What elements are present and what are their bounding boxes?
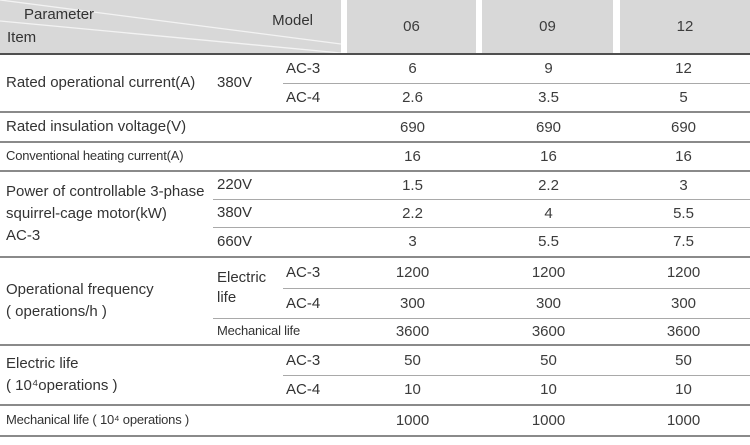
value-cell: 12 xyxy=(675,60,692,78)
life-type-label: Electric life xyxy=(213,256,283,318)
param-label: Electric life ( 10⁴operations ) xyxy=(0,344,283,405)
param-label: Rated operational current(A) xyxy=(6,74,196,92)
value-cell: 3 xyxy=(617,170,750,199)
diagonal-split-lines xyxy=(0,0,341,53)
header-gap xyxy=(476,0,482,53)
value-cell: 1.5 xyxy=(345,170,480,199)
table-row: Mechanical life ( 10⁴ operations ) 1000 … xyxy=(0,404,750,436)
header-parameter-label: Parameter xyxy=(24,6,95,23)
voltage-label: 380V xyxy=(213,198,345,227)
table-row: AC-4 2.6 3.5 5 xyxy=(0,82,750,112)
param-label: Operational frequency ( operations/h ) xyxy=(0,256,213,345)
table-row: Rated insulation voltage(V) 690 690 690 xyxy=(0,111,750,142)
value-cell: 6 xyxy=(408,60,417,78)
value-cell: 1000 xyxy=(345,404,480,436)
param-label: Rated insulation voltage(V) xyxy=(0,111,345,142)
table-row: Electric life ( 10⁴operations ) AC-3 50 … xyxy=(0,344,750,405)
value-cell: 50 xyxy=(345,344,480,375)
header-model-12: 12 xyxy=(620,0,750,53)
value-cell: 10 xyxy=(617,374,750,405)
value-cell: 1200 xyxy=(480,256,617,288)
value-cell: 5 xyxy=(617,82,750,112)
table-row: Mechanical life 3600 3600 3600 xyxy=(0,317,750,345)
value-cell: 4 xyxy=(480,198,617,227)
value-cell: 16 xyxy=(345,141,480,171)
value-cell: 5.5 xyxy=(480,226,617,257)
table-row: Conventional heating current(A) 16 16 16 xyxy=(0,141,750,171)
value-cell: 3600 xyxy=(617,317,750,345)
header-corner-cell: Parameter Item Model xyxy=(0,0,341,53)
value-cell: 2.2 xyxy=(345,198,480,227)
category-label: AC-4 xyxy=(283,374,345,405)
category-label: AC-4 xyxy=(283,82,345,112)
value-cell: 2.6 xyxy=(345,82,480,112)
value-cell: 1200 xyxy=(345,256,480,288)
value-cell: 7.5 xyxy=(617,226,750,257)
value-cell: 10 xyxy=(480,374,617,405)
header-item-label: Item xyxy=(7,29,37,46)
voltage-label: 660V xyxy=(213,226,345,257)
category-label: AC-3 xyxy=(286,60,321,78)
value-cell: 10 xyxy=(345,374,480,405)
value-cell: 2.2 xyxy=(480,170,617,199)
value-cell: 50 xyxy=(617,344,750,375)
table-row: 380V 2.2 4 5.5 xyxy=(0,198,750,227)
param-label: Power of controllable 3-phase squirrel-c… xyxy=(0,170,213,257)
value-cell: 690 xyxy=(345,111,480,142)
value-cell: 3 xyxy=(345,226,480,257)
category-label: AC-4 xyxy=(283,287,345,318)
value-cell: 1200 xyxy=(617,256,750,288)
param-label: Conventional heating current(A) xyxy=(0,141,345,171)
value-cell: 3.5 xyxy=(480,82,617,112)
value-cell: 300 xyxy=(345,287,480,318)
spec-table-body: Rated operational current(A) 380V AC-3 6… xyxy=(0,55,750,437)
value-cell: 300 xyxy=(617,287,750,318)
param-label: Mechanical life ( 10⁴ operations ) xyxy=(0,404,345,436)
value-cell: 50 xyxy=(480,344,617,375)
life-type-label: Mechanical life xyxy=(213,317,345,345)
header-model-06: 06 xyxy=(347,0,476,53)
header-gap xyxy=(341,0,347,53)
header-gap xyxy=(613,0,620,53)
header-model-09: 09 xyxy=(482,0,613,53)
table-row: AC-4 10 10 10 xyxy=(0,374,750,405)
table-header: Parameter Item Model 06 09 12 xyxy=(0,0,750,55)
value-cell: 1000 xyxy=(480,404,617,436)
header-model-label: Model xyxy=(272,12,313,29)
value-cell: 690 xyxy=(480,111,617,142)
value-cell: 16 xyxy=(480,141,617,171)
category-label: AC-3 xyxy=(283,344,345,375)
value-cell: 3600 xyxy=(345,317,480,345)
category-label: AC-3 xyxy=(283,256,345,288)
table-row: 660V 3 5.5 7.5 xyxy=(0,226,750,257)
value-cell: 1000 xyxy=(617,404,750,436)
value-cell: 9 xyxy=(544,60,553,78)
table-row: Operational frequency ( operations/h ) E… xyxy=(0,256,750,345)
table-row: Rated operational current(A) 380V AC-3 6… xyxy=(0,55,750,91)
value-cell: 690 xyxy=(617,111,750,142)
value-cell: 300 xyxy=(480,287,617,318)
voltage-label: 380V xyxy=(217,73,253,91)
value-cell: 3600 xyxy=(480,317,617,345)
value-cell: 16 xyxy=(617,141,750,171)
value-cell: 5.5 xyxy=(617,198,750,227)
table-row: AC-4 300 300 300 xyxy=(0,287,750,318)
voltage-label: 220V xyxy=(213,170,345,199)
table-row: Power of controllable 3-phase squirrel-c… xyxy=(0,170,750,257)
